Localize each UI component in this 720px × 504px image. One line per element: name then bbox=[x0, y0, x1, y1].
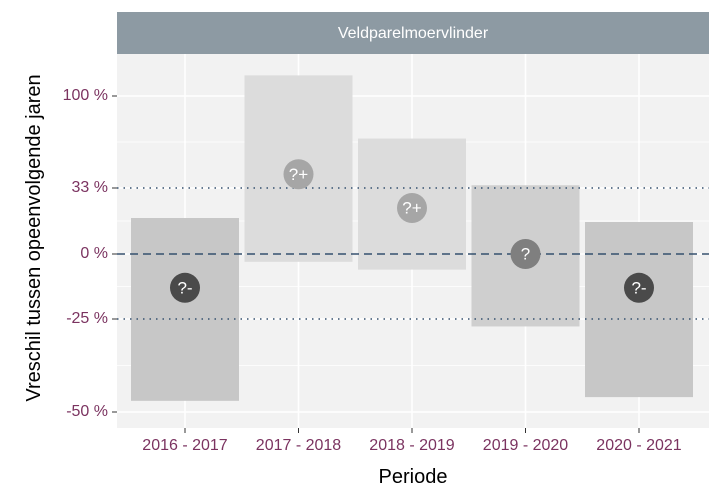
estimate-symbol: ? bbox=[521, 244, 530, 263]
y-tick-label: -50 % bbox=[66, 403, 108, 420]
interval-band bbox=[585, 222, 693, 398]
y-tick-label: 0 % bbox=[80, 245, 108, 262]
estimate-symbol: ?+ bbox=[402, 198, 421, 217]
estimate-marker bbox=[510, 239, 541, 269]
x-tick-label: 2018 - 2019 bbox=[369, 437, 455, 454]
x-axis-title: Periode bbox=[379, 466, 448, 488]
x-axis: 2016 - 2017 2017 - 2018 2018 - 2019 2019 - … bbox=[142, 428, 682, 454]
x-tick-label: 2019 - 2020 bbox=[483, 437, 569, 454]
y-axis: -50 % -25 % 0 % 33 % 100 % bbox=[63, 87, 117, 420]
estimate-marker bbox=[170, 272, 200, 303]
facet-strip bbox=[117, 12, 709, 54]
facet-title: Veldparelmoervlinder bbox=[338, 25, 489, 42]
y-tick-label: 100 % bbox=[63, 87, 108, 104]
estimate-symbol: ?- bbox=[631, 278, 646, 297]
x-tick-label: 2016 - 2017 bbox=[142, 437, 228, 454]
reference-lines bbox=[117, 187, 709, 320]
estimate-symbol: ?- bbox=[177, 278, 192, 297]
x-tick-label: 2017 - 2018 bbox=[256, 437, 342, 454]
y-axis-title: Vreschil tussen opeenvolgende jaren bbox=[23, 74, 45, 401]
estimate-marker bbox=[624, 272, 654, 303]
estimate-markers: ?- ?+ ?+? ?- bbox=[170, 159, 654, 303]
interval-band bbox=[131, 218, 239, 401]
y-tick-label: -25 % bbox=[66, 310, 108, 327]
y-tick-label: 33 % bbox=[72, 179, 108, 196]
estimate-symbol: ?+ bbox=[289, 165, 308, 184]
estimate-marker bbox=[283, 159, 314, 190]
estimate-marker bbox=[397, 193, 427, 223]
x-tick-label: 2020 - 2021 bbox=[596, 437, 682, 454]
